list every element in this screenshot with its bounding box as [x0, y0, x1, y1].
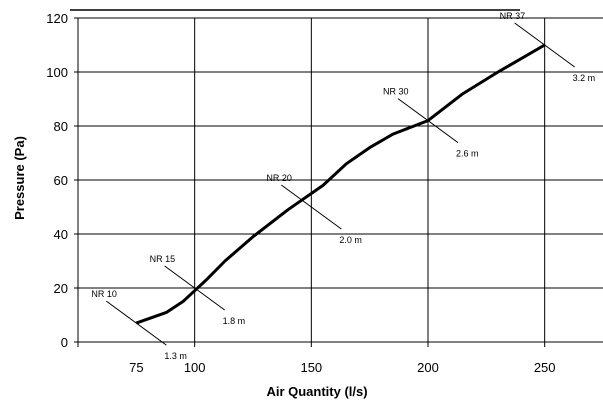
- nr-marker-line: [164, 265, 225, 311]
- nr-marker-line: [397, 98, 459, 144]
- y-tick-label: 60: [54, 173, 68, 188]
- pressure-curve: [135, 43, 546, 325]
- distance-label: 2.0 m: [339, 235, 362, 245]
- y-tick-label: 120: [46, 11, 68, 26]
- distance-label: 3.2 m: [573, 73, 596, 83]
- y-axis-title: Pressure (Pa): [12, 136, 27, 220]
- series: [135, 43, 546, 325]
- y-tick-label: 100: [46, 65, 68, 80]
- nr-marker-line: [514, 22, 575, 68]
- x-tick-label: 75: [129, 360, 143, 375]
- y-tick-label: 0: [61, 335, 68, 350]
- y-tick-label: 80: [54, 119, 68, 134]
- nr-label: NR 15: [150, 254, 176, 264]
- nr-label: NR 30: [383, 87, 409, 97]
- tick-labels: 0 20 40 60 80 100 120 75 100 150 200 250: [46, 11, 555, 375]
- distance-label: 1.3 m: [164, 351, 187, 361]
- x-tick-label: 100: [184, 360, 206, 375]
- x-tick-label: 250: [534, 360, 556, 375]
- gridlines: [74, 17, 603, 347]
- distance-label: 2.6 m: [456, 149, 479, 159]
- x-tick-label: 150: [300, 360, 322, 375]
- annotations: NR 10 1.3 m NR 15 1.8 m NR 20 2.0 m NR 30 2.6 m…: [91, 11, 595, 361]
- distance-label: 1.8 m: [223, 316, 246, 326]
- nr-label: NR 20: [266, 173, 292, 183]
- nr-label: NR 10: [91, 289, 117, 299]
- y-tick-label: 40: [54, 227, 68, 242]
- x-tick-label: 200: [417, 360, 439, 375]
- nr-marker-line: [106, 300, 167, 346]
- nr-marker-line: [281, 184, 342, 230]
- y-tick-label: 20: [54, 281, 68, 296]
- x-axis-title: Air Quantity (l/s): [266, 384, 367, 399]
- nr-label: NR 37: [500, 11, 526, 21]
